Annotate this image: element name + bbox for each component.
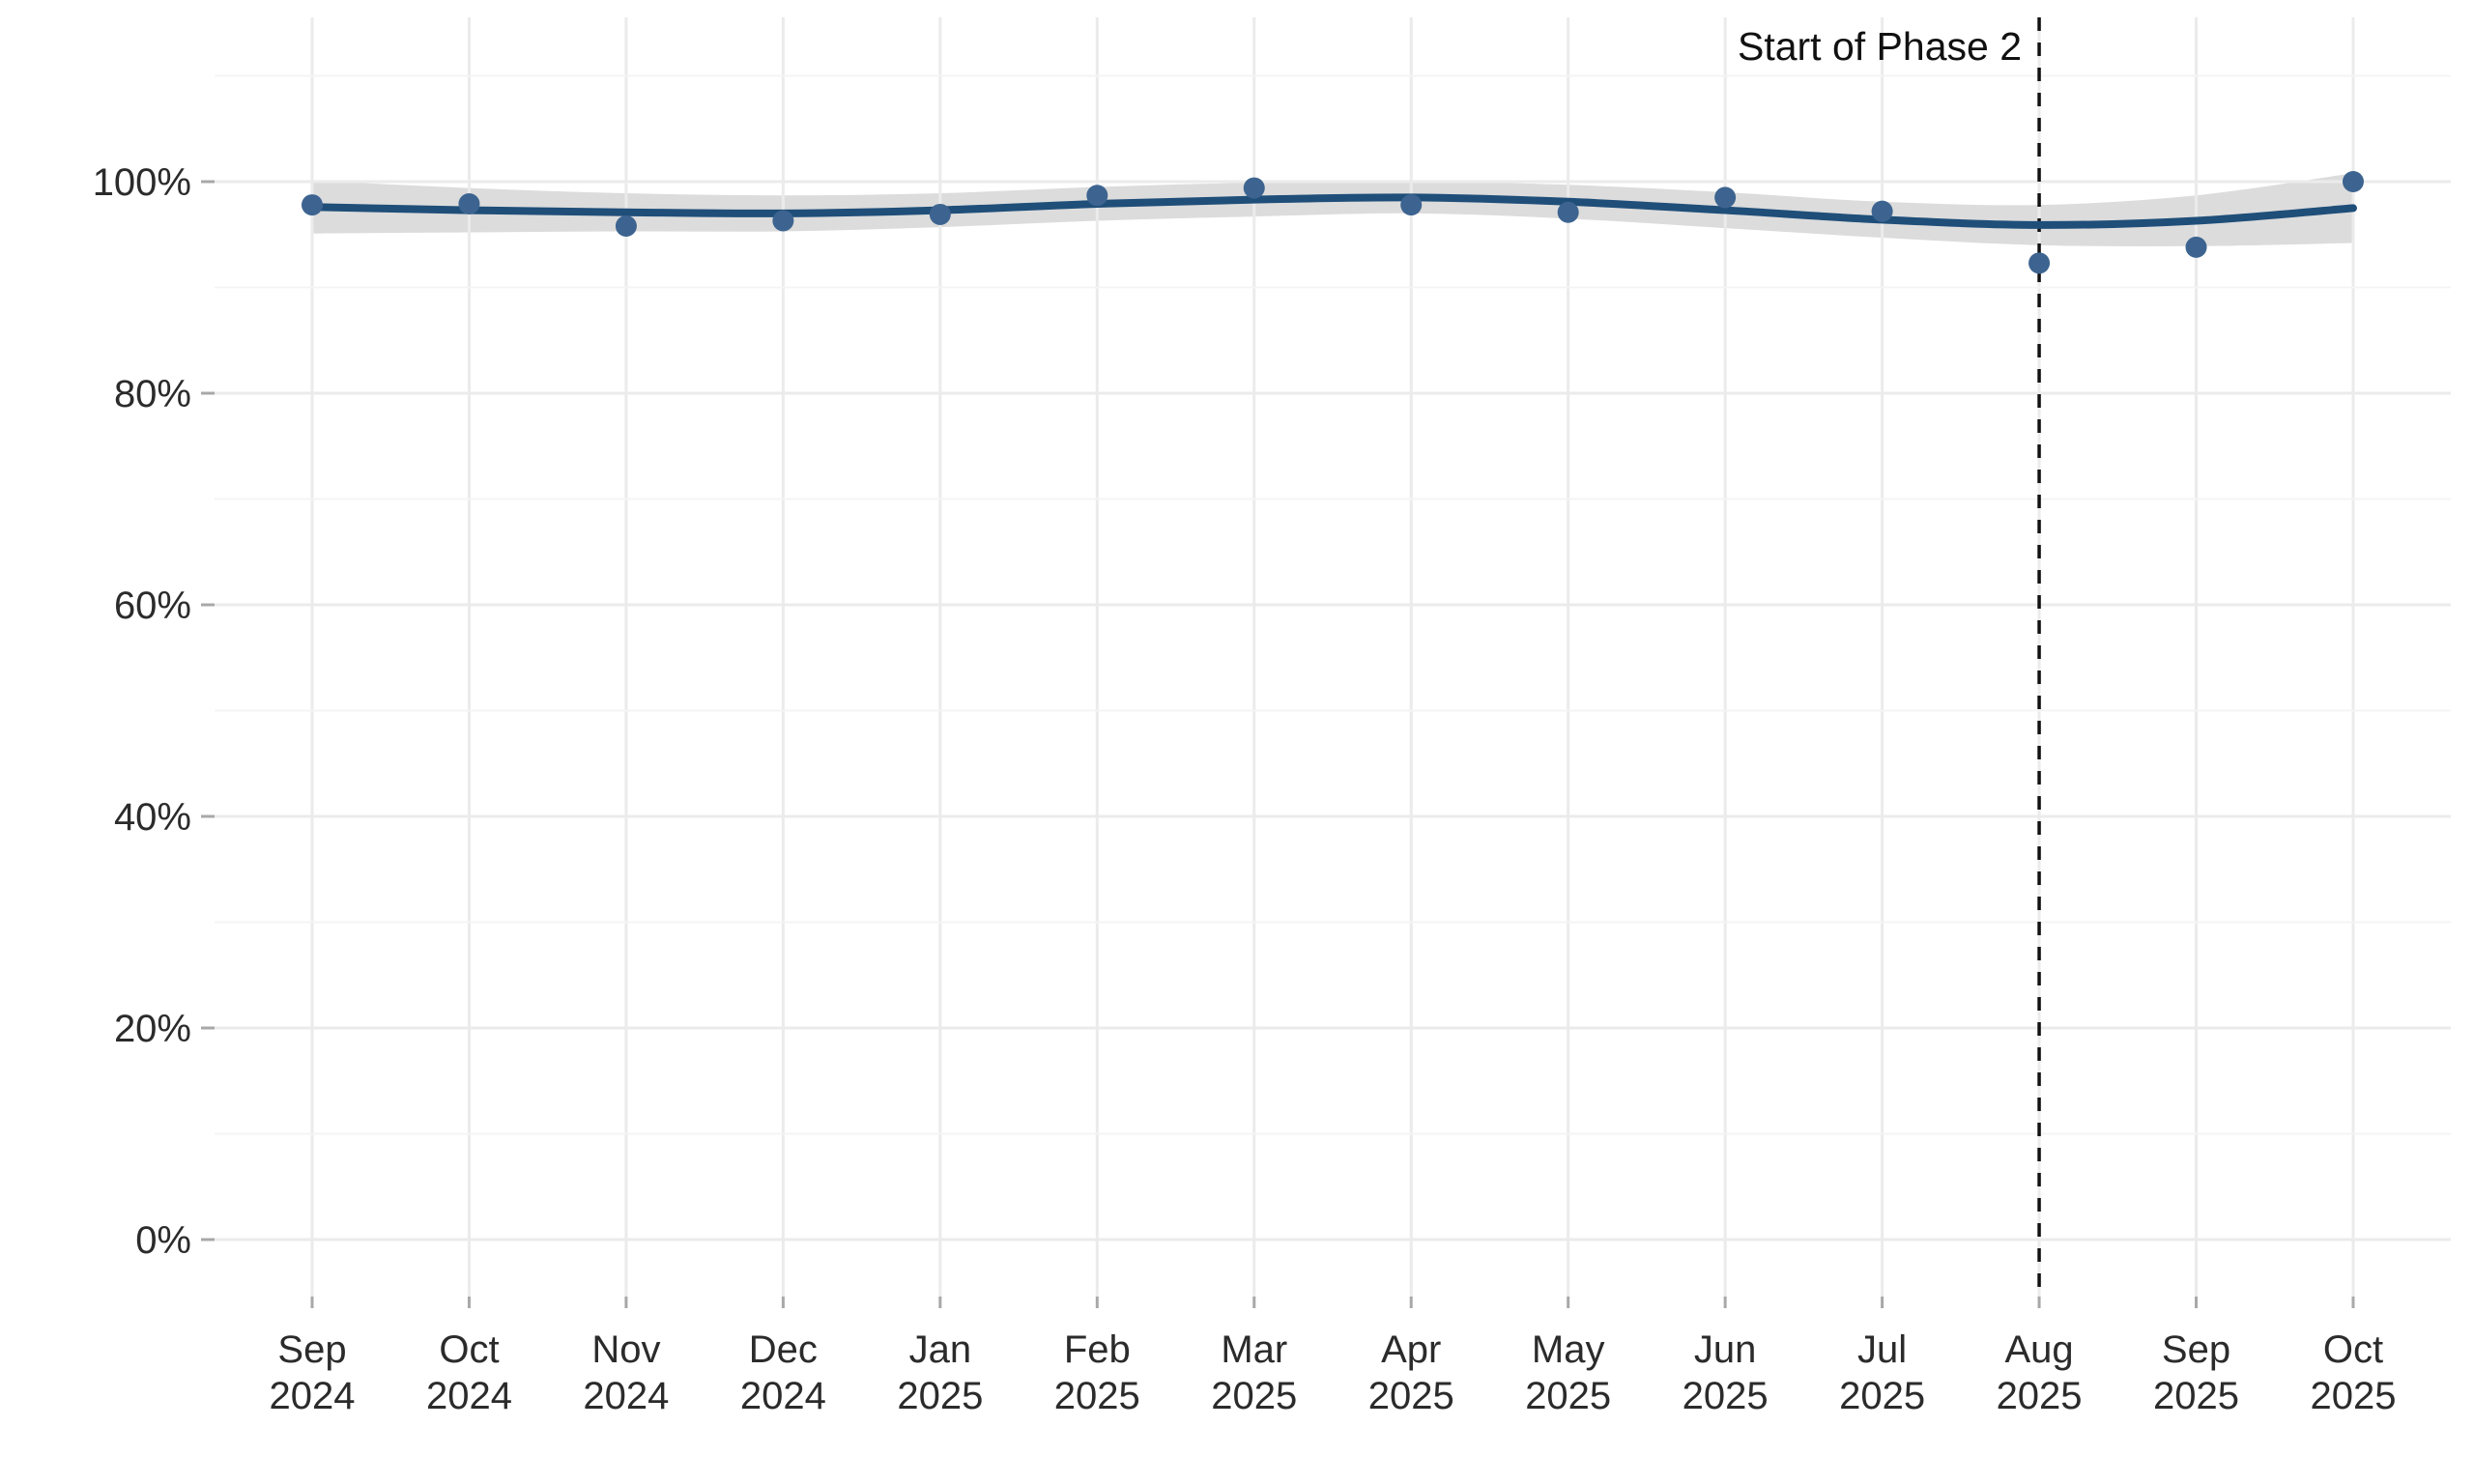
x-tick-label-year: 2025 — [1368, 1375, 1454, 1417]
x-tick-label-year: 2025 — [1525, 1375, 1611, 1417]
x-tick-label-year: 2025 — [1997, 1375, 2083, 1417]
x-tick-label-year: 2024 — [426, 1375, 512, 1417]
data-point-jul-2025 — [1871, 200, 1893, 222]
data-point-mar-2025 — [1243, 177, 1265, 199]
x-tick-label-month: May — [1532, 1328, 1605, 1371]
data-point-may-2025 — [1557, 201, 1579, 223]
x-tick-label-month: Jan — [909, 1328, 972, 1371]
x-tick-label-month: Sep — [277, 1328, 346, 1371]
y-axis-labels: 0% 20% 40% 60% 80% 100% — [93, 161, 191, 1262]
x-tick-label-year: 2024 — [583, 1375, 669, 1417]
x-tick-label-year: 2025 — [1211, 1375, 1297, 1417]
x-tick-label-year: 2025 — [897, 1375, 983, 1417]
data-point-dec-2024 — [772, 210, 794, 232]
data-point-jan-2025 — [929, 203, 951, 225]
y-tick-label-80: 80% — [114, 373, 191, 415]
x-tick-label-month: Oct — [2323, 1328, 2383, 1371]
data-point-jun-2025 — [1714, 186, 1737, 209]
x-tick-label-month: Nov — [591, 1328, 660, 1371]
x-tick-label-month: Jul — [1857, 1328, 1907, 1371]
data-point-sep-2025 — [2185, 236, 2207, 258]
data-point-nov-2024 — [615, 214, 637, 237]
x-tick-label-month: Dec — [749, 1328, 818, 1371]
data-point-oct-2025 — [2342, 171, 2364, 192]
data-point-aug-2025 — [2028, 252, 2051, 274]
data-point-layer — [302, 171, 2364, 274]
trend-line-layer — [308, 193, 2357, 229]
tick-mark-layer — [201, 180, 2355, 1308]
data-point-apr-2025 — [1400, 194, 1423, 216]
x-tick-label-year: 2025 — [1683, 1375, 1769, 1417]
x-tick-label-year: 2025 — [2153, 1375, 2239, 1417]
y-tick-label-100: 100% — [93, 161, 191, 204]
x-tick-label-year: 2024 — [740, 1375, 826, 1417]
x-tick-label-month: Oct — [439, 1328, 499, 1371]
x-tick-label-month: Sep — [2162, 1328, 2230, 1371]
x-tick-label-month: Jun — [1694, 1328, 1757, 1371]
x-axis-labels: Sep2024Oct2024Nov2024Dec2024Jan2025Feb20… — [270, 1328, 2397, 1417]
x-tick-label-year: 2025 — [1839, 1375, 1925, 1417]
x-tick-label-year: 2025 — [2310, 1375, 2396, 1417]
data-point-feb-2025 — [1086, 185, 1108, 207]
confidence-band — [312, 173, 2353, 246]
x-tick-label-year: 2025 — [1054, 1375, 1140, 1417]
x-tick-label-month: Feb — [1064, 1328, 1131, 1371]
data-point-oct-2024 — [458, 192, 480, 214]
x-tick-label-year: 2024 — [270, 1375, 356, 1417]
x-tick-label-month: Aug — [2004, 1328, 2073, 1371]
confidence-band-layer — [312, 173, 2353, 246]
y-tick-label-40: 40% — [114, 796, 191, 839]
data-point-sep-2024 — [302, 194, 323, 216]
trend-line — [308, 193, 2357, 229]
x-tick-label-month: Apr — [1381, 1328, 1441, 1371]
x-tick-label-month: Mar — [1221, 1328, 1287, 1371]
y-tick-label-0: 0% — [135, 1219, 191, 1262]
y-tick-label-60: 60% — [114, 585, 191, 627]
phase2-annotation-label: Start of Phase 2 — [1738, 24, 2022, 69]
y-tick-label-20: 20% — [114, 1008, 191, 1050]
